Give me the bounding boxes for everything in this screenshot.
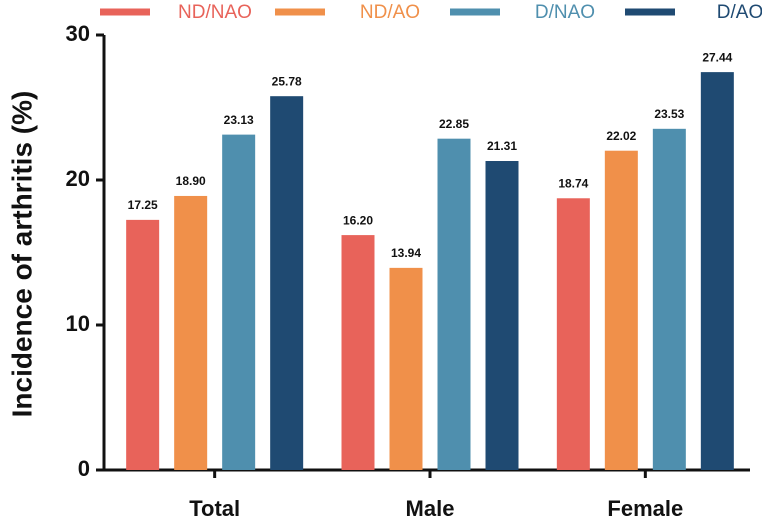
value-label: 21.31	[487, 139, 517, 153]
bar	[556, 198, 590, 470]
y-tick-label: 30	[66, 21, 90, 46]
bar	[700, 72, 734, 471]
bar	[222, 134, 256, 471]
y-tick-label: 20	[66, 166, 90, 191]
value-label: 22.85	[439, 117, 469, 131]
x-tick-label: Total	[189, 496, 240, 521]
y-tick-label: 10	[66, 311, 90, 336]
value-label: 18.90	[176, 174, 206, 188]
bar	[437, 138, 471, 471]
bar	[341, 235, 375, 470]
x-tick-label: Female	[607, 496, 683, 521]
legend-label: ND/NAO	[178, 2, 252, 23]
bar	[604, 150, 638, 470]
x-tick-label: Male	[406, 496, 455, 521]
bar	[270, 96, 304, 470]
value-label: 17.25	[128, 198, 158, 212]
legend-label: D/NAO	[535, 2, 595, 23]
bar	[652, 128, 686, 470]
value-label: 16.20	[343, 213, 373, 227]
value-label: 22.02	[606, 129, 636, 143]
value-label: 23.53	[654, 107, 684, 121]
bar	[389, 267, 423, 470]
value-label: 18.74	[558, 176, 588, 190]
legend-label: D/AO	[717, 2, 762, 23]
value-label: 27.44	[702, 50, 732, 64]
bar	[174, 195, 208, 470]
value-label: 23.13	[224, 113, 254, 127]
y-tick-label: 0	[78, 456, 90, 481]
y-axis-label: Incidence of arthritis (%)	[6, 91, 37, 418]
bar	[485, 161, 519, 470]
legend-label: ND/AO	[360, 2, 420, 23]
bar	[126, 219, 160, 470]
value-label: 25.78	[272, 74, 302, 88]
value-label: 13.94	[391, 246, 421, 260]
